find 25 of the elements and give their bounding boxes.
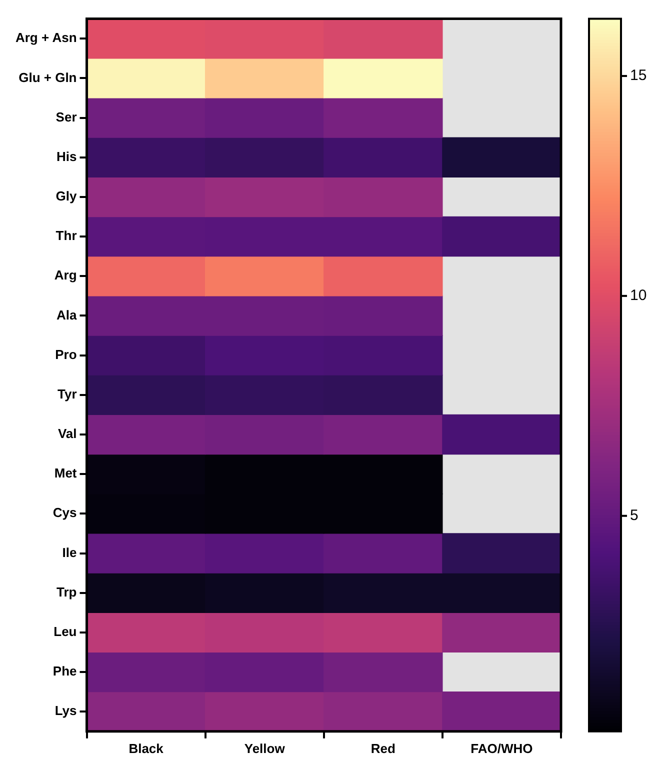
y-tick-label: Arg + Asn: [15, 30, 77, 46]
color-bar-label: 5: [630, 507, 638, 524]
y-tick-label: Ile: [62, 544, 77, 560]
y-tick-label: Tyr: [57, 386, 77, 402]
color-bar-label: 10: [630, 287, 647, 304]
y-tick-label: His: [56, 148, 77, 164]
y-tick-label: Leu: [54, 624, 77, 640]
y-tick-label: Gly: [56, 188, 78, 204]
y-tick-label: Glu + Gln: [18, 70, 77, 85]
y-tick-label: Arg: [54, 268, 77, 283]
x-tick-label: Red: [370, 740, 396, 756]
y-tick-label: Val: [58, 426, 77, 442]
x-tick-label: Black: [128, 740, 164, 756]
color-bar-label: 15: [630, 67, 647, 84]
y-tick-label: Phe: [52, 664, 77, 679]
x-tick-label: Yellow: [244, 740, 286, 756]
y-tick-label: Met: [54, 466, 78, 481]
y-tick-label: Cys: [52, 505, 77, 520]
y-tick-label: Lys: [54, 703, 77, 718]
y-tick-label: Thr: [56, 228, 77, 244]
y-tick-label: Ala: [56, 307, 78, 322]
y-tick-label: Ser: [56, 109, 77, 124]
y-tick-label: Pro: [55, 346, 77, 362]
x-tick-label: FAO/WHO: [470, 740, 533, 756]
y-tick-label: Trp: [56, 584, 77, 600]
